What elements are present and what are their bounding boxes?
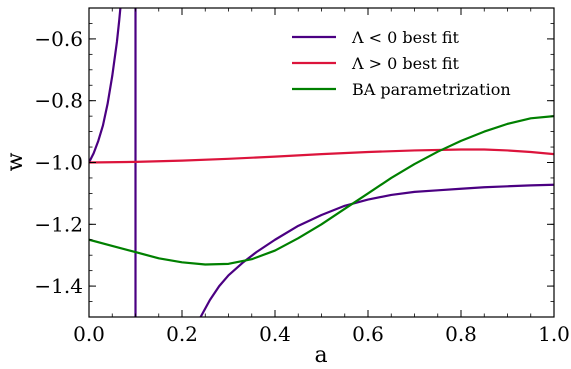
tick-labels-layer: 0.0 0.2 0.4 0.6 0.8 1.0 −0.6 −0.8 −1.0 −1.2 −1.4	[34, 27, 569, 346]
series-line	[89, 148, 554, 164]
series-line	[89, 115, 554, 266]
y-tick-label: −1.4	[34, 274, 83, 298]
legend-label: Λ > 0 best fit	[351, 54, 460, 73]
legend: Λ < 0 best fit Λ > 0 best fit BA parametri…	[292, 28, 511, 99]
y-axis-label: w	[3, 152, 28, 171]
legend-label: Λ < 0 best fit	[351, 28, 460, 47]
legend-label: BA parametrization	[352, 80, 511, 99]
y-tick-label: −0.6	[34, 27, 83, 51]
x-tick-label: 1.0	[538, 322, 570, 346]
series-line	[199, 183, 554, 317]
y-tick-label: −1.2	[34, 212, 83, 236]
x-tick-label: 0.8	[445, 322, 477, 346]
series-group	[89, 8, 554, 317]
x-axis-label: a	[314, 343, 327, 368]
x-tick-label: 0.2	[166, 322, 198, 346]
x-tick-label: 0.0	[73, 322, 105, 346]
y-tick-label: −1.0	[34, 151, 83, 175]
plot-frame	[88, 7, 555, 318]
series-group	[89, 115, 554, 266]
series-line	[89, 8, 122, 163]
series-layer	[89, 8, 554, 317]
series-group	[89, 148, 554, 164]
y-tick-label: −0.8	[34, 89, 83, 113]
ticks-layer	[88, 7, 555, 318]
x-tick-label: 0.4	[259, 322, 291, 346]
x-tick-label: 0.6	[352, 322, 384, 346]
